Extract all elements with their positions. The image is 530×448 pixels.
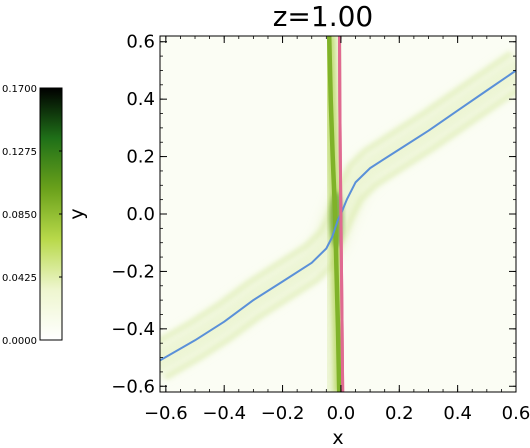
x-axis-label: x — [332, 427, 343, 448]
chart-title: z=1.00 — [273, 0, 374, 33]
colorbar-tick-label: 0.1700 — [2, 84, 37, 95]
x-tick-label: −0.4 — [202, 403, 246, 424]
x-tick-label: 0.2 — [385, 403, 414, 424]
y-tick-label: −0.6 — [111, 376, 155, 397]
y-tick-label: 0.4 — [126, 89, 155, 110]
colorbar: 0.0000 0.0425 0.0850 0.1275 0.1700 — [2, 84, 63, 347]
series-line-green — [326, 36, 342, 392]
y-tick-label: 0.2 — [126, 147, 155, 168]
y-tick-label: 0.6 — [126, 32, 155, 53]
x-tick-label: 0.0 — [327, 403, 356, 424]
x-axis: −0.6 −0.4 −0.2 0.0 0.2 0.4 0.6 — [144, 36, 530, 424]
y-tick-label: 0.0 — [126, 204, 155, 225]
heatmap-band — [163, 87, 516, 381]
x-tick-label: −0.2 — [261, 403, 305, 424]
contour-curves — [160, 36, 516, 392]
colorbar-tick-label: 0.0425 — [2, 273, 37, 284]
x-tick-label: −0.6 — [144, 403, 188, 424]
colorbar-tick-label: 0.0000 — [2, 336, 37, 347]
colorbar-tick-label: 0.1275 — [2, 147, 37, 158]
colorbar-ticks: 0.0000 0.0425 0.0850 0.1275 0.1700 — [2, 84, 62, 347]
y-tick-label: −0.2 — [111, 261, 155, 282]
colorbar-gradient — [39, 87, 63, 341]
y-tick-label: −0.4 — [111, 319, 155, 340]
colorbar-tick-label: 0.0850 — [2, 210, 37, 221]
x-tick-label: 0.6 — [502, 403, 530, 424]
y-axis: −0.6 −0.4 −0.2 0.0 0.2 0.4 0.6 — [111, 32, 516, 397]
plot-area: −0.6 −0.4 −0.2 0.0 0.2 0.4 0.6 −0.6 −0.4 −0.2 0.0… — [111, 32, 530, 424]
y-axis-label: y — [66, 208, 88, 219]
x-tick-label: 0.4 — [443, 403, 472, 424]
series-line-pink-top — [338, 36, 345, 392]
